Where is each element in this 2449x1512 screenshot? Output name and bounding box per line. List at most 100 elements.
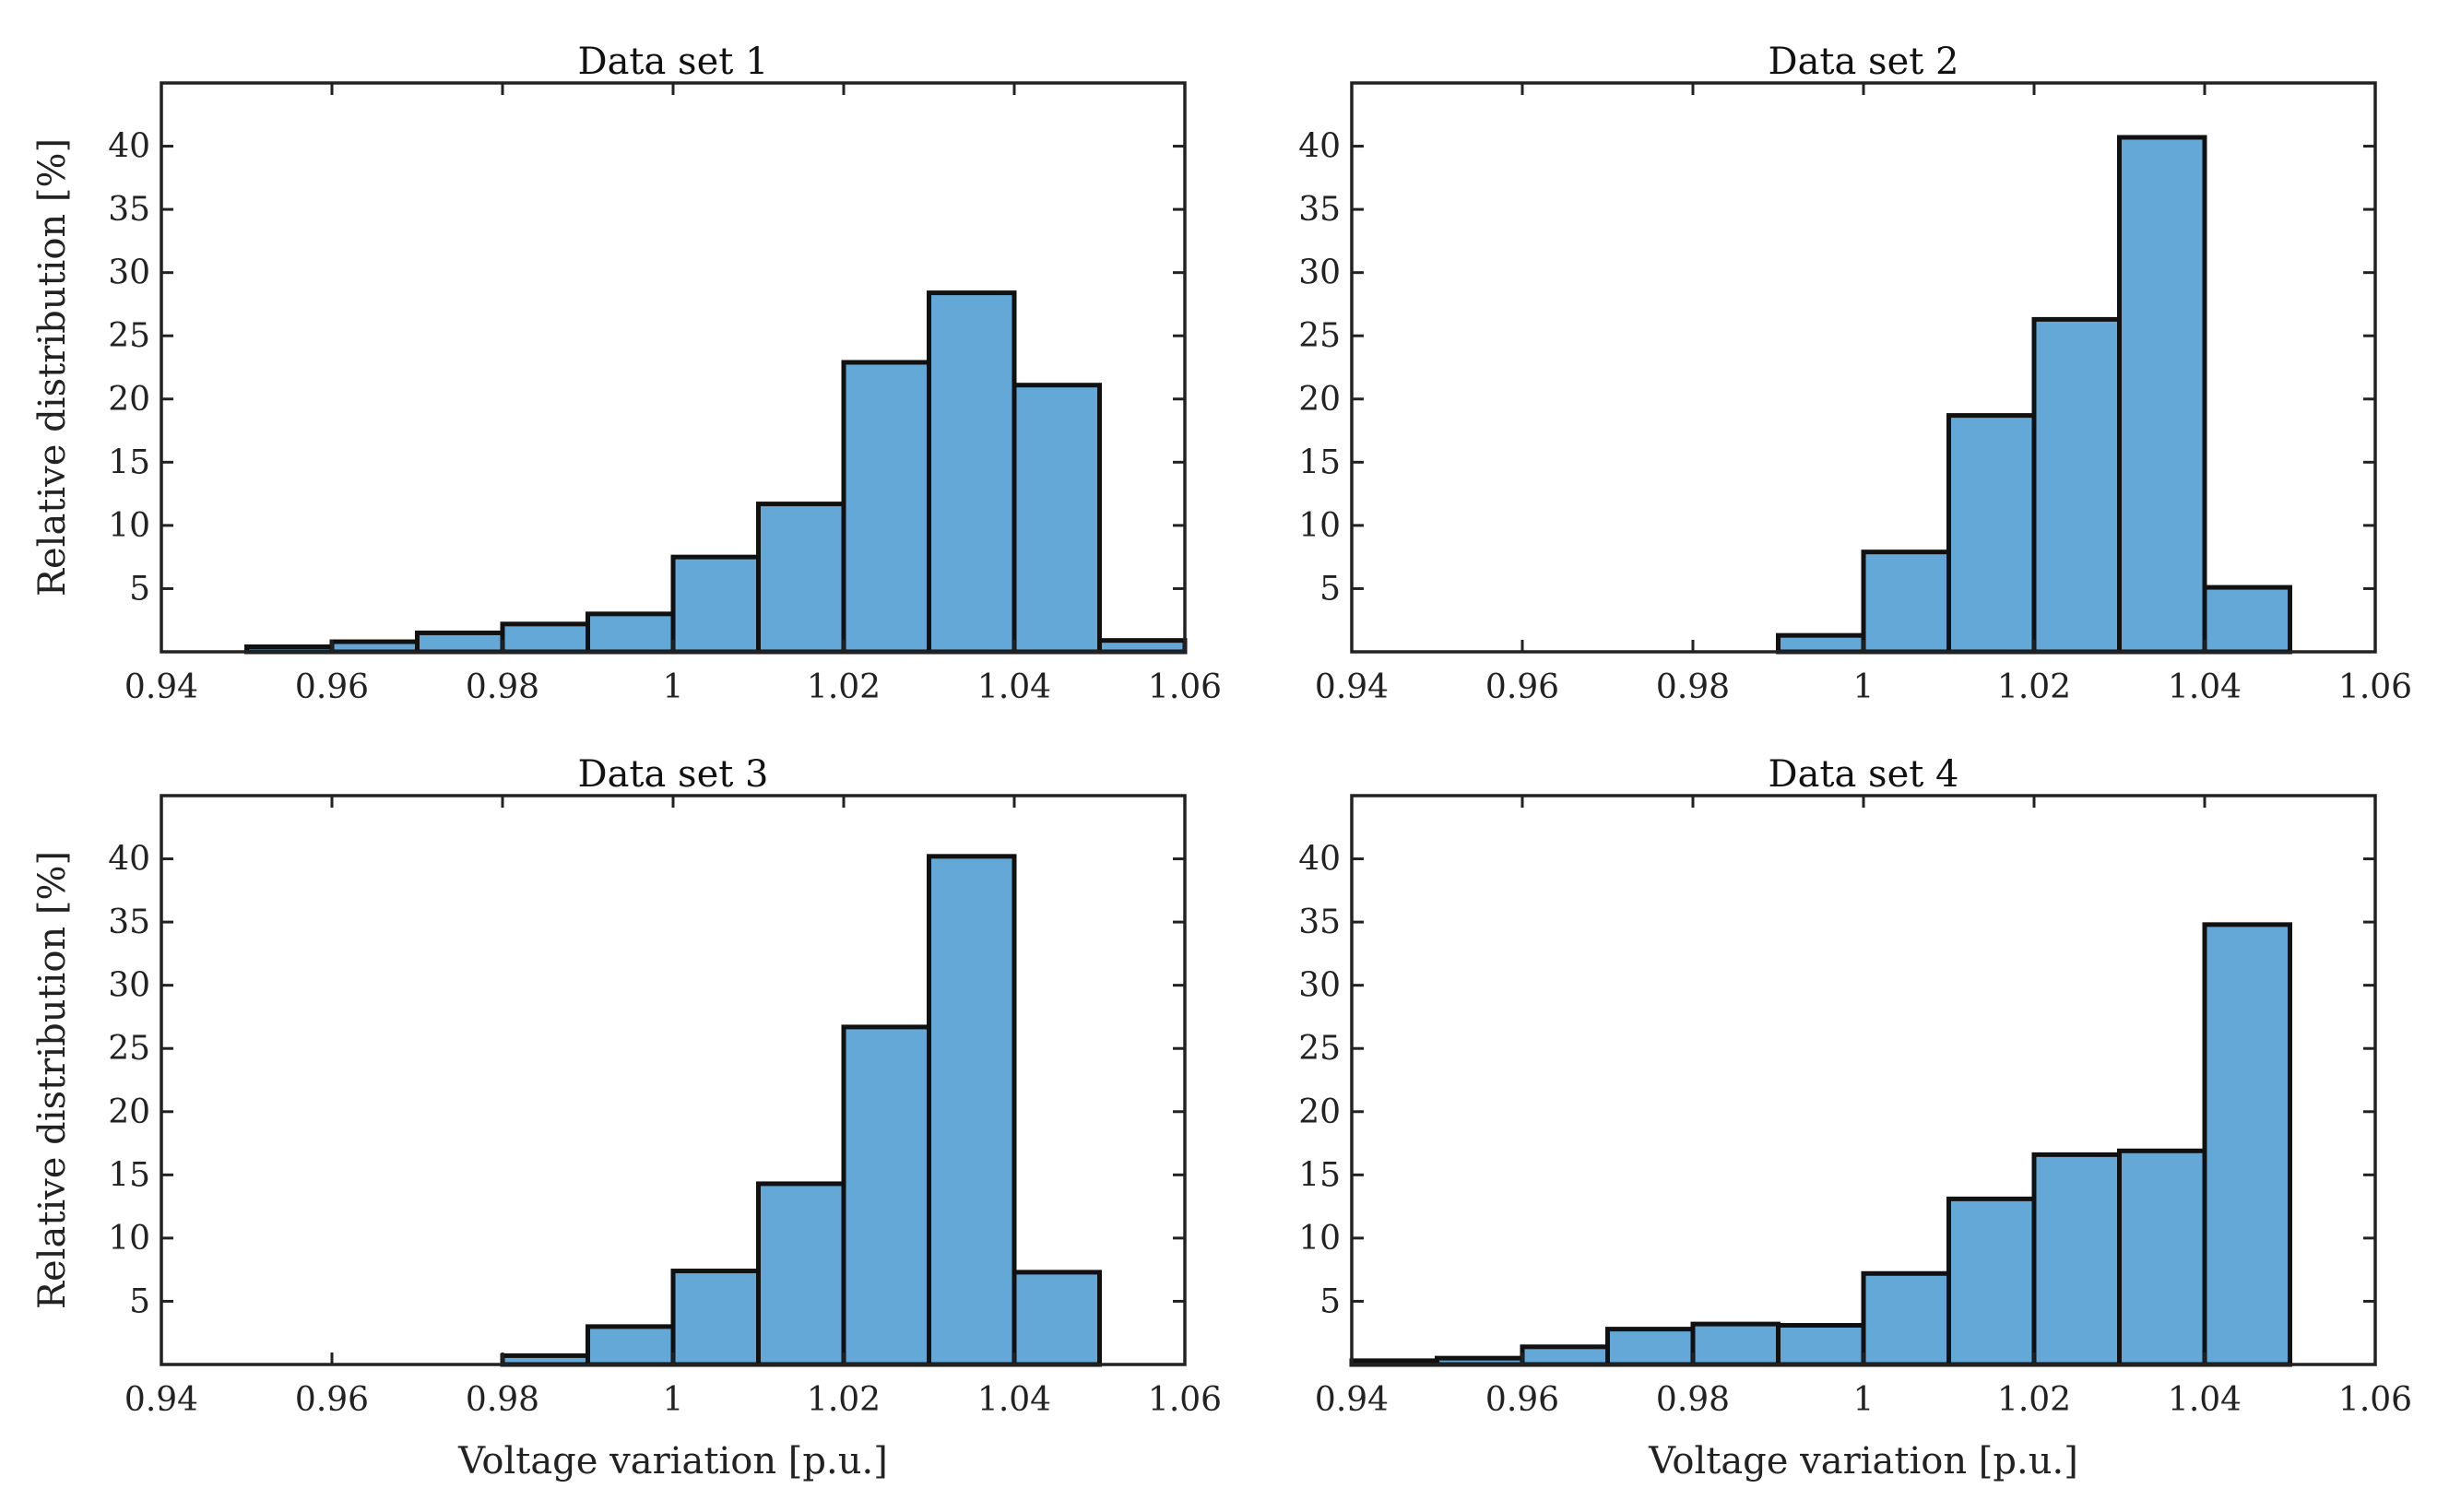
bar xyxy=(841,1024,931,1367)
bar xyxy=(1012,383,1102,655)
y-tick-label: 10 xyxy=(108,507,150,545)
bar xyxy=(1012,1270,1102,1367)
x-tick-label: 0.98 xyxy=(466,668,539,706)
y-tick-label: 40 xyxy=(1298,128,1341,166)
x-tick-label: 0.96 xyxy=(295,668,369,706)
x-axis-label: Voltage variation [p.u.] xyxy=(1648,1440,2078,1482)
x-tick-label: 1 xyxy=(1853,1381,1875,1419)
y-tick-label: 20 xyxy=(108,1093,150,1131)
y-tick-label: 5 xyxy=(1319,570,1341,608)
y-tick-label: 20 xyxy=(1298,381,1341,419)
bar xyxy=(1776,1322,1866,1367)
panel-title: Data set 3 xyxy=(578,753,769,796)
bar xyxy=(2031,1152,2122,1367)
y-tick-label: 35 xyxy=(1298,191,1341,229)
panel-title: Data set 2 xyxy=(1769,41,1959,83)
x-tick-label: 0.98 xyxy=(1656,668,1730,706)
y-tick-label: 35 xyxy=(108,191,150,229)
y-tick-label: 40 xyxy=(1298,841,1341,879)
panel-3: 0.94 0.96 0.98 1 1.02 1.04 1.06 5 10 15 20 25 30 35 40… xyxy=(31,753,1222,1482)
bar xyxy=(756,1181,846,1367)
x-tick-label: 1.02 xyxy=(1997,668,2071,706)
bar xyxy=(756,502,846,655)
x-tick-label: 1.06 xyxy=(2338,668,2412,706)
x-tick-label: 0.94 xyxy=(124,1381,198,1419)
x-tick-label: 1.06 xyxy=(1148,668,1222,706)
panel-1: 0.94 0.96 0.98 1 1.02 1.04 1.06 5 10 15 20 25 30 35 40… xyxy=(31,41,1222,706)
x-tick-label: 1.04 xyxy=(2168,1381,2242,1419)
bar xyxy=(927,854,1017,1367)
bar xyxy=(927,290,1017,655)
bar xyxy=(670,554,761,655)
y-tick-label: 25 xyxy=(1298,1030,1341,1068)
bar xyxy=(2117,135,2207,655)
bar xyxy=(1946,413,2037,655)
panel-title: Data set 1 xyxy=(578,41,769,83)
panel-2: 0.94 0.96 0.98 1 1.02 1.04 1.06 5 10 15 20 25 30 35 40… xyxy=(1298,41,2412,706)
x-tick-label: 0.98 xyxy=(466,1381,539,1419)
bar xyxy=(586,611,676,655)
x-tick-label: 1.04 xyxy=(977,1381,1051,1419)
bar xyxy=(1946,1196,2037,1367)
x-tick-label: 1 xyxy=(663,1381,684,1419)
y-tick-label: 30 xyxy=(1298,254,1341,292)
x-tick-label: 1.02 xyxy=(807,668,881,706)
x-tick-label: 0.94 xyxy=(124,668,198,706)
bar xyxy=(586,1324,676,1367)
x-tick-label: 1 xyxy=(663,668,684,706)
y-tick-label: 5 xyxy=(1319,1282,1341,1320)
bar xyxy=(1097,638,1188,655)
bar xyxy=(841,360,931,655)
bar xyxy=(1861,549,1951,655)
x-tick-label: 1 xyxy=(1853,668,1875,706)
y-tick-label: 15 xyxy=(108,443,150,481)
x-tick-label: 0.94 xyxy=(1315,668,1389,706)
bar xyxy=(2202,922,2292,1367)
x-tick-label: 0.96 xyxy=(1485,668,1559,706)
y-tick-label: 5 xyxy=(129,570,150,608)
panel-title: Data set 4 xyxy=(1769,753,1959,796)
x-axis-label: Voltage variation [p.u.] xyxy=(457,1440,888,1482)
bar xyxy=(2202,585,2292,655)
y-tick-label: 10 xyxy=(1298,1220,1341,1258)
y-tick-label: 20 xyxy=(108,381,150,419)
y-tick-label: 25 xyxy=(1298,317,1341,355)
y-tick-label: 30 xyxy=(1298,967,1341,1005)
y-tick-label: 25 xyxy=(108,1030,150,1068)
y-axis-label: Relative distribution [%] xyxy=(31,138,74,597)
x-tick-label: 1.02 xyxy=(807,1381,881,1419)
y-tick-label: 25 xyxy=(108,317,150,355)
bar xyxy=(500,621,590,655)
panel-4: 0.94 0.96 0.98 1 1.02 1.04 1.06 5 10 15 20 25 30 35 40… xyxy=(1298,753,2412,1482)
bar xyxy=(1690,1321,1781,1367)
x-tick-label: 1.02 xyxy=(1997,1381,2071,1419)
x-tick-label: 0.96 xyxy=(295,1381,369,1419)
bar xyxy=(1605,1327,1696,1367)
y-tick-label: 35 xyxy=(1298,904,1341,941)
y-axis-label: Relative distribution [%] xyxy=(31,851,74,1309)
y-tick-label: 30 xyxy=(108,254,150,292)
y-tick-label: 35 xyxy=(108,904,150,941)
y-tick-label: 15 xyxy=(108,1156,150,1194)
x-tick-label: 0.94 xyxy=(1315,1381,1389,1419)
x-tick-label: 1.06 xyxy=(2338,1381,2412,1419)
y-tick-label: 40 xyxy=(108,841,150,879)
y-tick-label: 15 xyxy=(1298,443,1341,481)
x-tick-label: 1.04 xyxy=(977,668,1051,706)
x-tick-label: 0.98 xyxy=(1656,1381,1730,1419)
y-tick-label: 20 xyxy=(1298,1093,1341,1131)
y-tick-label: 10 xyxy=(108,1220,150,1258)
bar xyxy=(670,1269,761,1367)
bar xyxy=(1776,632,1866,655)
y-tick-label: 10 xyxy=(1298,507,1341,545)
y-tick-label: 5 xyxy=(129,1282,150,1320)
x-tick-label: 0.96 xyxy=(1485,1381,1559,1419)
x-tick-label: 1.04 xyxy=(2168,668,2242,706)
bar xyxy=(1520,1344,1610,1367)
y-tick-label: 30 xyxy=(108,967,150,1005)
bar xyxy=(2031,316,2122,655)
y-tick-label: 15 xyxy=(1298,1156,1341,1194)
bar xyxy=(1861,1270,1951,1367)
y-tick-label: 40 xyxy=(108,128,150,166)
